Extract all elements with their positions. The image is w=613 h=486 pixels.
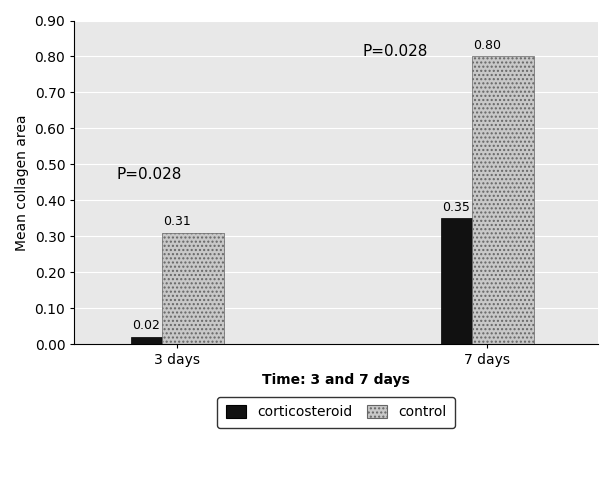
X-axis label: Time: 3 and 7 days: Time: 3 and 7 days [262, 373, 410, 386]
Bar [441, 218, 503, 344]
Legend: corticosteroid, control: corticosteroid, control [217, 397, 455, 428]
Bar [162, 233, 224, 344]
Text: P=0.028: P=0.028 [116, 167, 181, 182]
Text: 0.35: 0.35 [443, 201, 470, 213]
Bar [472, 56, 534, 344]
Y-axis label: Mean collagen area: Mean collagen area [15, 114, 29, 250]
Text: 0.31: 0.31 [163, 215, 191, 228]
Bar [131, 337, 192, 344]
Text: 0.80: 0.80 [473, 39, 501, 52]
Text: 0.02: 0.02 [132, 319, 160, 332]
Text: P=0.028: P=0.028 [362, 44, 428, 59]
